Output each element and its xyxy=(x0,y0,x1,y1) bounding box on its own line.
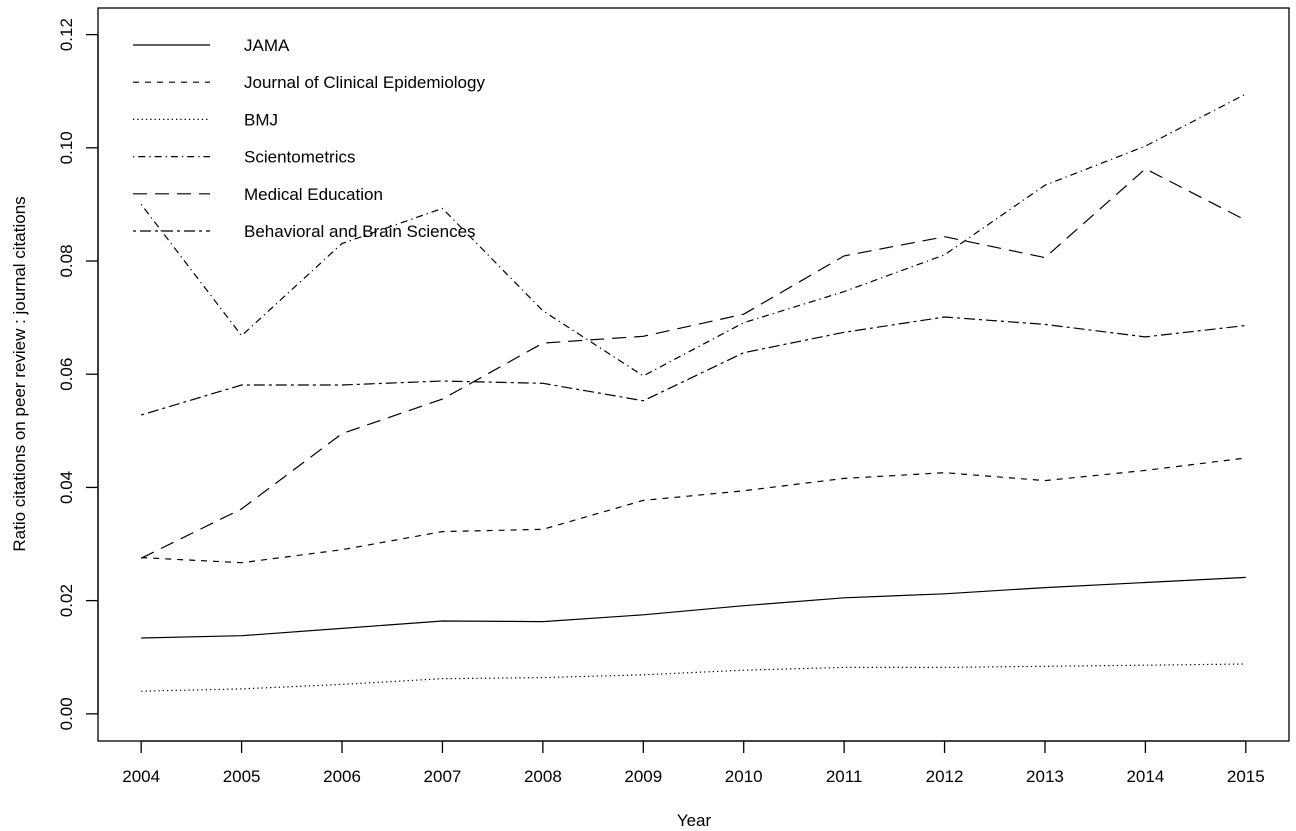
series-line xyxy=(141,316,1246,416)
series-line xyxy=(141,663,1246,692)
y-tick-label: 0.12 xyxy=(57,18,76,51)
series-line xyxy=(140,93,1247,377)
y-tick-label: 0.10 xyxy=(57,131,76,164)
x-tick-label: 2005 xyxy=(223,767,261,786)
y-tick-label: 0.08 xyxy=(57,244,76,277)
x-tick-label: 2009 xyxy=(624,767,662,786)
legend-label: Medical Education xyxy=(244,185,383,204)
legend: JAMA Journal of Clinical Epidemiology BMJ S… xyxy=(133,36,485,241)
y-tick-label: 0.00 xyxy=(57,697,76,730)
x-tick-label: 2010 xyxy=(725,767,763,786)
y-tick-label: 0.06 xyxy=(57,358,76,391)
y-tick-label: 0.02 xyxy=(57,584,76,617)
legend-label: Behavioral and Brain Sciences xyxy=(244,222,476,241)
x-tick-label: 2004 xyxy=(122,767,160,786)
series-line xyxy=(141,576,1246,639)
x-axis-label: Year xyxy=(677,811,712,830)
y-axis-label: Ratio citations on peer review : journal… xyxy=(10,196,29,551)
x-tick-label: 2014 xyxy=(1126,767,1164,786)
x-tick-label: 2015 xyxy=(1227,767,1265,786)
x-tick-label: 2012 xyxy=(926,767,964,786)
x-tick-label: 2013 xyxy=(1026,767,1064,786)
series-line xyxy=(141,457,1246,564)
y-tick-label: 0.04 xyxy=(57,471,76,504)
x-tick-label: 2008 xyxy=(524,767,562,786)
legend-label: BMJ xyxy=(244,110,278,129)
x-axis: 2004 2005 2006 2007 2008 2009 2010 2011 2012 2013… xyxy=(122,740,1265,786)
y-axis: 0.00 0.02 0.04 0.06 0.08 0.10 0.12 xyxy=(57,18,99,730)
x-tick-label: 2006 xyxy=(323,767,361,786)
x-tick-label: 2011 xyxy=(826,767,863,786)
series-lines xyxy=(140,93,1247,692)
legend-label: Journal of Clinical Epidemiology xyxy=(244,73,485,92)
legend-label: Scientometrics xyxy=(244,148,355,167)
legend-label: JAMA xyxy=(244,36,290,55)
x-tick-label: 2007 xyxy=(424,767,462,786)
